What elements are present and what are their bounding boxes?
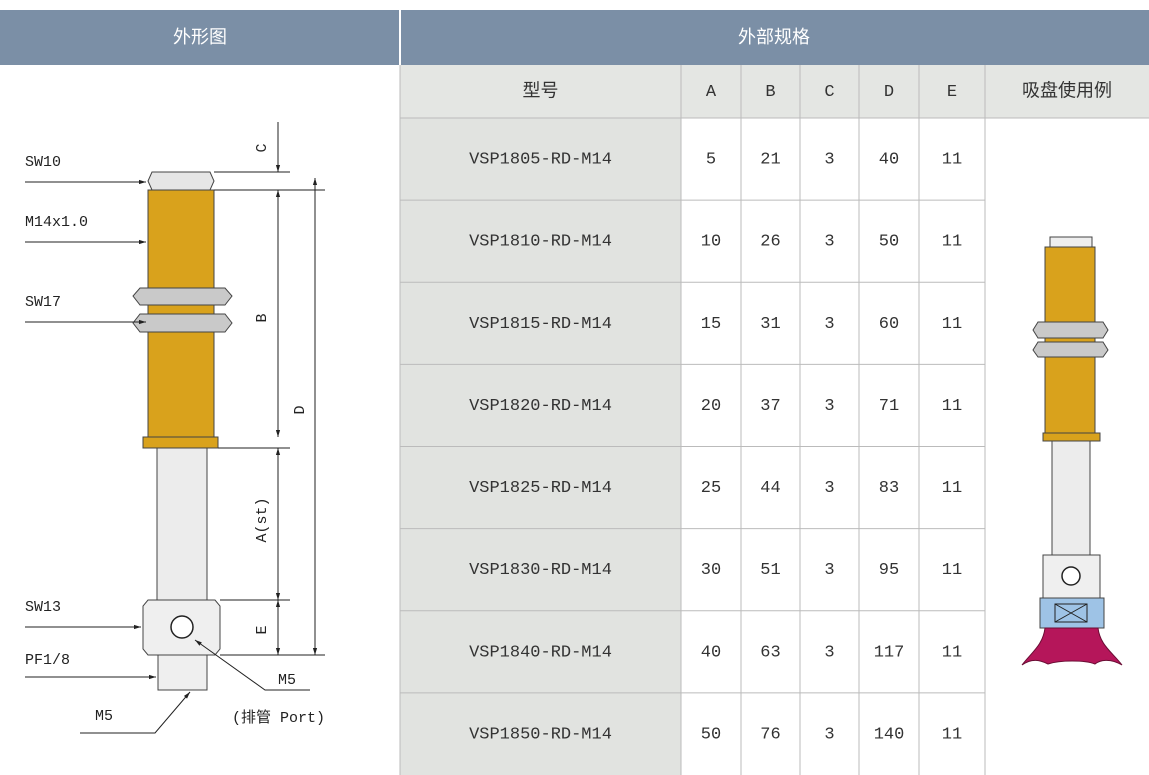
value-cell: 11 (942, 315, 962, 334)
port (170, 615, 194, 639)
value-cell: 44 (760, 479, 780, 498)
value-cell: 11 (942, 561, 962, 580)
value-cell: 3 (824, 561, 834, 580)
nut-sw10 (147, 171, 215, 191)
model-cell: VSP1825-RD-M14 (469, 479, 612, 498)
value-cell: 26 (760, 233, 780, 252)
model-cell: VSP1810-RD-M14 (469, 233, 612, 252)
value-cell: 11 (942, 643, 962, 662)
callout: PF1/8 (25, 652, 70, 669)
dim-label: C (254, 143, 271, 152)
value-cell: 140 (874, 725, 905, 744)
callout: SW17 (25, 294, 61, 311)
model-cell: VSP1805-RD-M14 (469, 151, 612, 170)
value-cell: 71 (879, 397, 899, 416)
value-cell: 117 (874, 643, 905, 662)
callout: (排管 Port) (232, 709, 325, 727)
value-cell: 15 (701, 315, 721, 334)
adapter-mark (1054, 603, 1088, 623)
callout: M5 (278, 672, 296, 689)
flange (142, 436, 219, 449)
value-cell: 3 (824, 151, 834, 170)
column-header: C (824, 83, 834, 102)
value-cell: 3 (824, 479, 834, 498)
column-header: 型号 (523, 81, 559, 102)
rod (156, 447, 208, 601)
flange (1042, 432, 1101, 442)
value-cell: 11 (942, 151, 962, 170)
outline-drawing: C B D A(st) E SW10 M14x1.0 SW17 SW13 PF1… (25, 122, 325, 734)
value-cell: 25 (701, 479, 721, 498)
value-cell: 11 (942, 397, 962, 416)
value-cell: 51 (760, 561, 780, 580)
header-right: 外部规格 (738, 27, 810, 48)
value-cell: 3 (824, 315, 834, 334)
model-cell: VSP1820-RD-M14 (469, 397, 612, 416)
value-cell: 37 (760, 397, 780, 416)
nut (1032, 341, 1109, 358)
thread (157, 654, 208, 691)
column-header: E (947, 83, 957, 102)
nut-sw17 (132, 313, 233, 333)
header-bar (0, 10, 1149, 65)
callout: M5 (95, 708, 113, 725)
value-cell: 20 (701, 397, 721, 416)
value-cell: 60 (879, 315, 899, 334)
callout: SW13 (25, 599, 61, 616)
rod (1051, 440, 1091, 556)
value-cell: 31 (760, 315, 780, 334)
value-cell: 40 (701, 643, 721, 662)
value-cell: 10 (701, 233, 721, 252)
port (1061, 566, 1081, 586)
column-header: B (765, 83, 775, 102)
value-cell: 76 (760, 725, 780, 744)
model-cell: VSP1830-RD-M14 (469, 561, 612, 580)
value-cell: 40 (879, 151, 899, 170)
value-cell: 3 (824, 233, 834, 252)
suction-cup (1021, 627, 1123, 666)
header-left: 外形图 (173, 27, 227, 48)
value-cell: 3 (824, 725, 834, 744)
model-cell: VSP1850-RD-M14 (469, 725, 612, 744)
value-cell: 21 (760, 151, 780, 170)
dim-label: E (254, 625, 271, 634)
column-header: 吸盘使用例 (1022, 81, 1112, 102)
dim-label: D (292, 405, 309, 414)
value-cell: 83 (879, 479, 899, 498)
value-cell: 3 (824, 643, 834, 662)
nut (1032, 321, 1109, 339)
value-cell: 50 (701, 725, 721, 744)
value-cell: 30 (701, 561, 721, 580)
value-cell: 11 (942, 479, 962, 498)
value-cell: 3 (824, 397, 834, 416)
column-header-bg (400, 65, 1149, 118)
callout: M14x1.0 (25, 214, 88, 231)
value-cell: 11 (942, 233, 962, 252)
body (1044, 246, 1096, 436)
adapter-mark (1054, 603, 1088, 623)
spec-table: 型号 A B C D E 吸盘使用例 VSP1805-RD-M14 5 21 3 40 11 VSP181… (399, 65, 1149, 775)
dim-label: A(st) (254, 497, 271, 542)
usage-drawing (1021, 236, 1123, 666)
nut-sw17 (132, 287, 233, 306)
model-cell: VSP1840-RD-M14 (469, 643, 612, 662)
column-header: D (884, 83, 894, 102)
callout: SW10 (25, 154, 61, 171)
value-cell: 63 (760, 643, 780, 662)
value-cell: 50 (879, 233, 899, 252)
value-cell: 5 (706, 151, 716, 170)
dim-label: B (254, 313, 271, 322)
model-cell: VSP1815-RD-M14 (469, 315, 612, 334)
value-cell: 95 (879, 561, 899, 580)
value-cell: 11 (942, 725, 962, 744)
column-header: A (706, 83, 717, 102)
nut (1049, 236, 1093, 248)
